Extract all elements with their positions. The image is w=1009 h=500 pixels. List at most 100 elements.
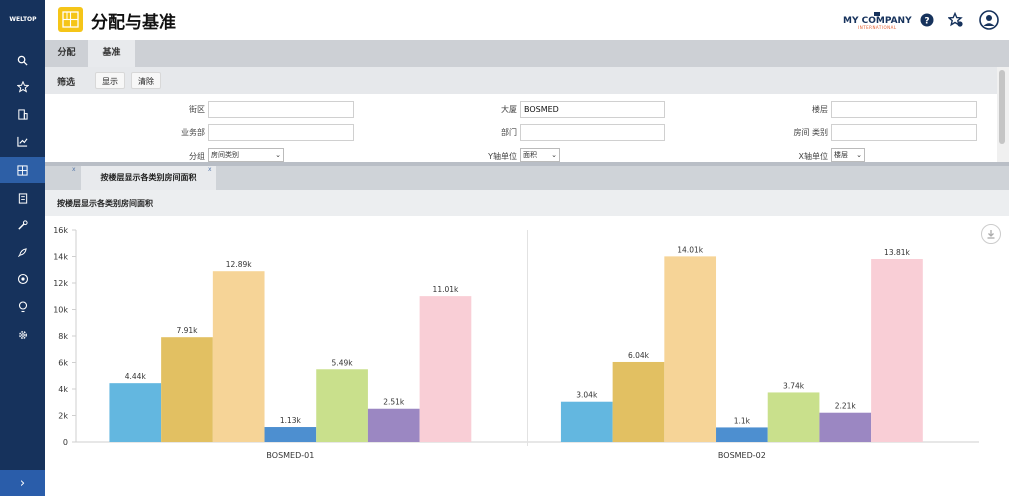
filter-title: 筛选 (57, 78, 76, 88)
chevron-down-icon: ⌄ (275, 151, 281, 159)
dept-input[interactable] (520, 124, 665, 141)
bar (264, 427, 317, 442)
y-tick-label: 12k (53, 279, 68, 288)
clear-button[interactable]: 清除 (131, 72, 161, 89)
data-label: 2.21k (835, 402, 857, 411)
bar (664, 256, 717, 442)
form-scrollbar[interactable] (997, 67, 1009, 162)
y-unit-select-value: 面积 (523, 151, 537, 159)
user-avatar-icon[interactable] (978, 9, 999, 30)
y-tick-label: 0 (63, 438, 68, 447)
chart-panel-header: 按楼层显示各类别房间面积 (45, 190, 1009, 216)
floor-label: 楼层 (812, 105, 828, 114)
data-label: 13.81k (884, 248, 910, 257)
section-divider (45, 162, 1009, 166)
download-icon (987, 230, 995, 239)
bar (871, 259, 923, 442)
grid-icon[interactable] (0, 157, 45, 183)
building-input[interactable]: BOSMED (520, 101, 665, 118)
bar-chart: 0 2k 4k 6k 8k 10k 12k 14k 16k 4.44k 7.91k 12.89k 1.1… (53, 226, 979, 460)
data-label: 4.44k (125, 372, 147, 381)
brand-logo: WELTOP (9, 16, 37, 23)
bar (419, 296, 472, 442)
tab-allocation[interactable]: 分配 (57, 48, 76, 58)
bar (212, 271, 265, 442)
chart-panel-title: 按楼层显示各类别房间面积 (57, 199, 153, 208)
floor-input[interactable] (831, 101, 977, 118)
filter-bar: 筛选 显示 清除 (45, 67, 997, 94)
y-tick-label: 4k (58, 385, 68, 394)
y-unit-select[interactable]: 面积 ⌄ (520, 148, 560, 162)
department-input[interactable] (208, 124, 354, 141)
building-label: 大厦 (501, 105, 517, 114)
chart-tabs: x 按楼层显示各类别房间面积 x (45, 166, 1009, 190)
chevron-down-icon: ⌄ (551, 151, 557, 159)
app-header: 分配与基准 MY COMPANY INTERNATIONAL ? (45, 0, 1009, 40)
wrench-icon[interactable] (0, 212, 45, 238)
group-select[interactable]: 房间类别 ⌄ (208, 148, 284, 162)
lightbulb-icon[interactable] (0, 294, 45, 320)
x-tick-label: BOSMED-01 (266, 451, 314, 460)
y-tick-label: 2k (58, 412, 68, 421)
favorite-star-icon[interactable] (947, 11, 964, 28)
y-tick-label: 6k (58, 359, 68, 368)
group-label: 分组 (189, 152, 205, 161)
help-icon-glyph: ? (924, 16, 929, 26)
download-button[interactable] (981, 224, 1001, 244)
show-button[interactable]: 显示 (95, 72, 125, 89)
data-label: 3.04k (576, 391, 598, 400)
tab-area-by-floor[interactable]: 按楼层显示各类别房间面积 (81, 166, 216, 190)
expand-sidebar-button[interactable]: › (0, 470, 45, 496)
x-tick-label: BOSMED-02 (718, 451, 766, 460)
data-label: 14.01k (677, 245, 703, 254)
data-label: 1.13k (280, 416, 302, 425)
form-scrollbar-thumb[interactable] (999, 70, 1005, 144)
rocket-icon[interactable] (0, 239, 45, 265)
bar (109, 383, 162, 442)
room-type-label: 房间 类别 (793, 128, 828, 137)
main-tabs: 分配 基准 (45, 40, 1009, 67)
chart-container: 0 2k 4k 6k 8k 10k 12k 14k 16k 4.44k 7.91k 12.89k 1.1… (45, 216, 1009, 496)
data-label: 6.04k (628, 351, 650, 360)
street-label: 街区 (189, 105, 205, 114)
data-label: 5.49k (332, 358, 354, 367)
app-icon (58, 7, 83, 32)
gear-icon[interactable] (0, 322, 45, 348)
chevron-down-icon: ⌄ (856, 151, 862, 159)
data-label: 3.74k (783, 381, 805, 390)
company-name: MY COMPANY (843, 16, 912, 26)
y-tick-label: 10k (53, 306, 68, 315)
data-label: 12.89k (226, 260, 252, 269)
bar (367, 408, 420, 442)
bar (560, 401, 613, 442)
y-unit-label: Y轴单位 (488, 152, 517, 161)
bar (316, 369, 368, 442)
sidebar: WELTOP › (0, 0, 45, 496)
bar (612, 361, 665, 442)
y-tick-label: 14k (53, 253, 68, 262)
bar (767, 392, 820, 442)
bar (161, 337, 213, 442)
y-tick-label: 16k (53, 226, 68, 235)
company-subtitle: INTERNATIONAL (858, 25, 897, 30)
building-icon[interactable] (0, 101, 45, 127)
x-unit-label: X轴单位 (798, 152, 828, 161)
star-icon[interactable] (0, 74, 45, 100)
company-logo: MY COMPANY INTERNATIONAL (843, 12, 912, 30)
tab-benchmark[interactable]: 基准 (88, 40, 135, 67)
search-icon[interactable] (0, 47, 45, 73)
target-icon[interactable] (0, 266, 45, 292)
close-icon[interactable]: x (72, 166, 76, 173)
document-icon[interactable] (0, 185, 45, 211)
bar (819, 412, 872, 442)
help-icon[interactable]: ? (918, 11, 935, 28)
street-input[interactable] (208, 101, 354, 118)
filter-form: 街区 大厦 BOSMED 楼层 业务部 部门 房间 类别 分组 房间类别 ⌄ Y轴… (45, 94, 997, 162)
data-label: 7.91k (176, 326, 198, 335)
x-unit-select[interactable]: 楼层 ⌄ (831, 148, 865, 162)
room-type-input[interactable] (831, 124, 977, 141)
close-icon[interactable]: x (208, 166, 212, 173)
y-tick-label: 8k (58, 332, 68, 341)
data-label: 1.1k (734, 416, 751, 425)
chart-icon[interactable] (0, 128, 45, 154)
